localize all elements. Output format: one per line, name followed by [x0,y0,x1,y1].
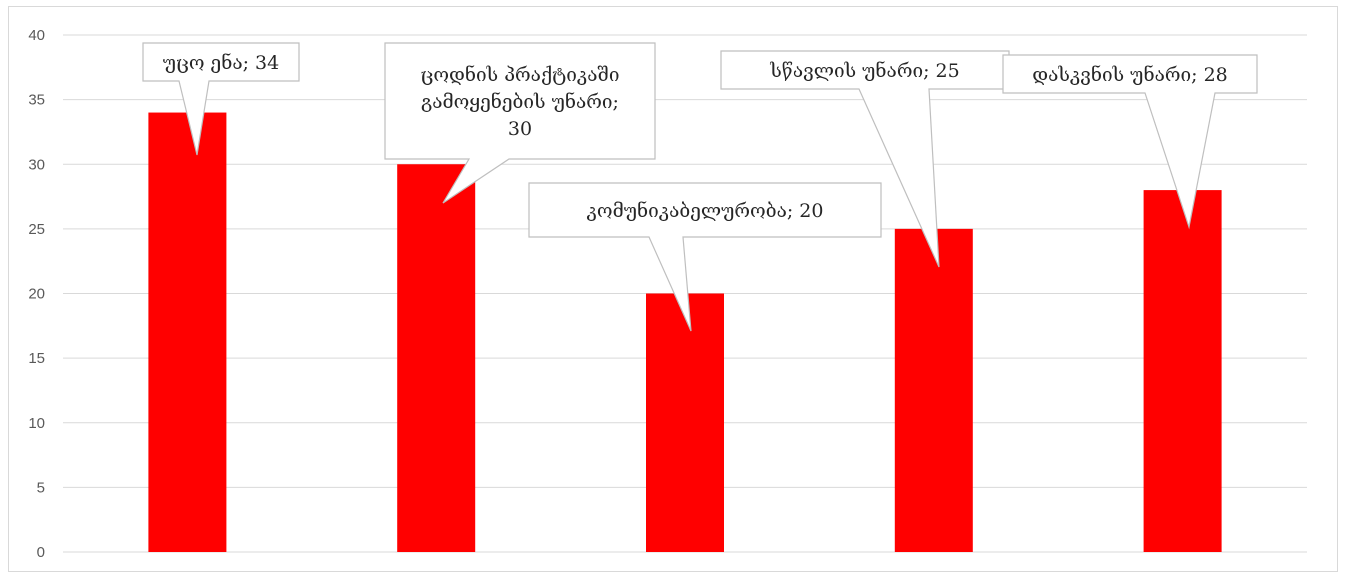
y-tick-label: 40 [28,27,45,44]
bar [894,228,973,552]
data-label: 30 [508,118,532,140]
bar [1143,190,1222,552]
chart-frame: 0 5 10 15 20 25 30 35 40 უცო ენა; 34 ცოდნის პრაქტ… [8,6,1338,572]
y-tick-label: 20 [28,286,45,303]
bars [148,112,1222,553]
data-label-callout: დასკვნის უნარი; 28 [1002,54,1258,230]
data-label-callouts: უცო ენა; 34 ცოდნის პრაქტიკაში გამოყენების … [142,42,1258,332]
callout-shape [142,42,300,156]
data-label-callout: ცოდნის პრაქტიკაში გამოყენების უნარი; 30 [384,42,656,204]
bar [148,112,227,553]
y-tick-label: 35 [28,92,45,109]
data-label-callout: სწავლის უნარი; 25 [720,50,1010,268]
y-tick-label: 25 [28,221,45,238]
y-tick-label: 0 [37,544,45,561]
data-label: გამოყენების უნარი; [421,91,619,113]
data-label: უცო ენა; 34 [163,52,280,74]
data-label-callout: კომუნიკაბელურობა; 20 [528,182,882,332]
bar [397,164,476,552]
bar-chart: 0 5 10 15 20 25 30 35 40 უცო ენა; 34 ცოდნის პრაქტ… [28,27,1307,561]
data-label: კომუნიკაბელურობა; 20 [587,200,824,222]
y-axis-tick-labels: 0 5 10 15 20 25 30 35 40 [28,27,45,561]
bar [646,293,724,552]
y-tick-label: 10 [28,415,45,432]
callout-shape [384,42,656,204]
callout-shape [528,182,882,332]
data-label: სწავლის უნარი; 25 [769,60,959,82]
y-tick-label: 30 [28,156,45,173]
y-tick-label: 5 [37,479,45,496]
data-label: ცოდნის პრაქტიკაში [421,64,620,86]
callout-shape [1002,54,1258,230]
data-label: დასკვნის უნარი; 28 [1032,64,1228,86]
data-label-callout: უცო ენა; 34 [142,42,300,156]
y-tick-label: 15 [28,350,45,367]
